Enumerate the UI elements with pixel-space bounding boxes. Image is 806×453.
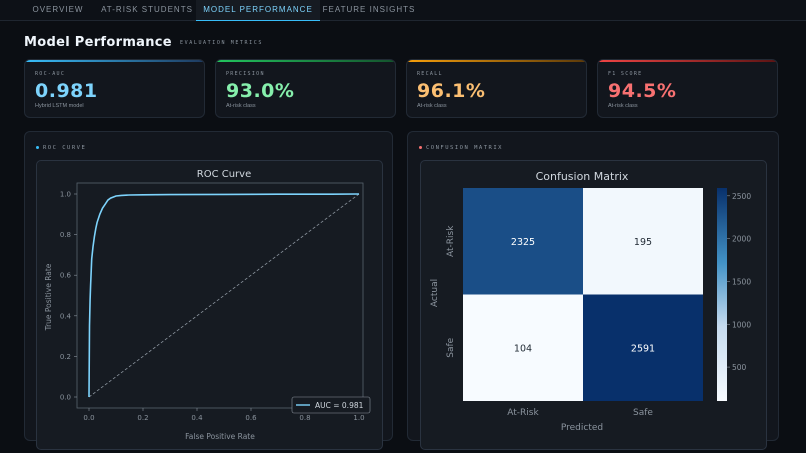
metric-value: 93.0% [226,80,295,102]
roc-y-tick-label: 0.8 [60,231,71,239]
roc-x-tick-label: 0.0 [83,414,94,422]
roc-x-tick-label: 0.6 [245,414,257,422]
card-accent-bar [598,60,777,62]
tab-overview[interactable]: OVERVIEW [32,5,84,14]
cm-x-tick-label: At-Risk [507,408,539,418]
metric-caption: At-risk class [417,103,447,109]
roc-plot-area [76,182,364,409]
cm-chart-title: Confusion Matrix [536,170,629,183]
roc-chart-frame: ROC Curve 0.0 0.2 0.4 0.6 0.8 1.0 0.0 0.2 0.4 0.… [36,160,383,450]
cm-y-axis: At-Risk Safe [446,225,456,358]
card-accent-bar [216,60,395,62]
cm-cell [583,188,703,295]
metric-value: 0.981 [35,80,98,102]
metric-value: 96.1% [417,80,486,102]
roc-x-tick-label: 0.2 [137,414,148,422]
cm-cell [583,294,703,401]
confusion-matrix-panel: CONFUSION MATRIX Confusion Matrix 2325 19… [407,131,779,450]
cm-panel-heading: CONFUSION MATRIX [419,145,503,151]
colorbar-tick-label: 1500 [732,277,751,286]
cm-cell [463,294,583,401]
tab-model-performance[interactable]: MODEL PERFORMANCE [196,0,320,21]
cm-x-axis-label: Predicted [561,423,603,433]
roc-x-axis-label: False Positive Rate [185,432,255,441]
page-title: Model Performance [24,35,172,50]
status-dot-icon [419,146,422,149]
roc-curve-line [88,193,360,398]
roc-x-tick-label: 1.0 [353,414,364,422]
cm-y-axis-label: Actual [430,279,440,307]
roc-chance-line [88,193,360,398]
roc-legend: AUC = 0.981 [291,396,371,414]
metric-caption: At-risk class [226,103,256,109]
colorbar-tick-label: 1000 [732,320,751,329]
roc-series [88,193,360,398]
tab-at-risk-students[interactable]: AT-RISK STUDENTS [101,5,193,14]
cm-cell-value: 2325 [511,237,535,248]
status-dot-icon [36,146,39,149]
colorbar-tick-label: 2000 [732,235,751,244]
roc-curve-panel: ROC CURVE ROC Curve 0.0 0.2 0.4 0.6 0.8 1.0 0… [24,131,393,450]
roc-chart-title: ROC Curve [197,169,251,180]
cm-cells: 2325 195 104 2591 [463,188,703,401]
roc-legend-box [291,396,371,414]
roc-y-tick-label: 0.4 [60,312,72,320]
cm-y-tick-label: Safe [446,337,456,357]
metric-label: F1 SCORE [608,71,643,77]
metric-caption: Hybrid LSTM model [35,103,84,109]
confusion-matrix-chart: Confusion Matrix 2325 195 104 2591 At-Risk S… [430,170,751,433]
metric-card-f1-score: F1 SCORE 94.5% At-risk class [597,59,778,118]
metric-card-precision: PRECISION 93.0% At-risk class [215,59,396,118]
cm-cell-value: 195 [634,237,652,248]
roc-y-axis-label: True Positive Rate [44,263,53,331]
colorbar-ticks: 500 1000 1500 2000 2500 [727,192,751,372]
card-accent-bar [407,60,586,62]
page-subtitle: EVALUATION METRICS [180,40,263,46]
cm-x-tick-label: Safe [633,408,653,418]
colorbar-tick-label: 500 [732,363,747,372]
roc-y-axis: 0.0 0.2 0.4 0.6 0.8 1.0 [60,191,77,402]
cm-cell [463,188,583,295]
cm-cell-value: 104 [514,343,532,354]
roc-panel-heading: ROC CURVE [36,145,86,151]
colorbar-tick-label: 2500 [732,192,751,201]
metric-label: ROC-AUC [35,71,66,77]
metric-caption: At-risk class [608,103,638,109]
metric-label: RECALL [417,71,443,77]
cm-cell-value: 2591 [631,343,655,354]
roc-y-tick-label: 0.2 [60,353,71,361]
roc-y-tick-label: 1.0 [60,191,71,199]
colorbar [717,188,727,401]
cm-x-axis: At-Risk Safe [507,408,653,418]
roc-panel-heading-text: ROC CURVE [43,145,87,151]
tab-bar: OVERVIEW AT-RISK STUDENTS MODEL PERFORMA… [0,0,806,21]
roc-y-tick-label: 0.6 [60,272,72,280]
metric-card-roc-auc: ROC-AUC 0.981 Hybrid LSTM model [24,59,205,118]
roc-legend-label: AUC = 0.981 [315,401,364,410]
roc-x-tick-label: 0.8 [299,414,310,422]
metric-card-recall: RECALL 96.1% At-risk class [406,59,587,118]
roc-chart: ROC Curve 0.00.20.40.60.81.0 0.0 0.2 0.4 0.… [44,169,371,441]
card-accent-bar [25,60,204,62]
roc-y-tick-label: 0.0 [60,394,71,402]
cm-chart-frame: Confusion Matrix 2325 195 104 2591 At-Risk S… [420,160,767,450]
metric-value: 94.5% [608,80,677,102]
cm-panel-heading-text: CONFUSION MATRIX [426,145,503,151]
tab-feature-insights[interactable]: FEATURE INSIGHTS [322,5,416,14]
metric-label: PRECISION [226,71,265,77]
cm-y-tick-label: At-Risk [446,225,456,257]
roc-x-tick-label: 0.4 [191,414,203,422]
